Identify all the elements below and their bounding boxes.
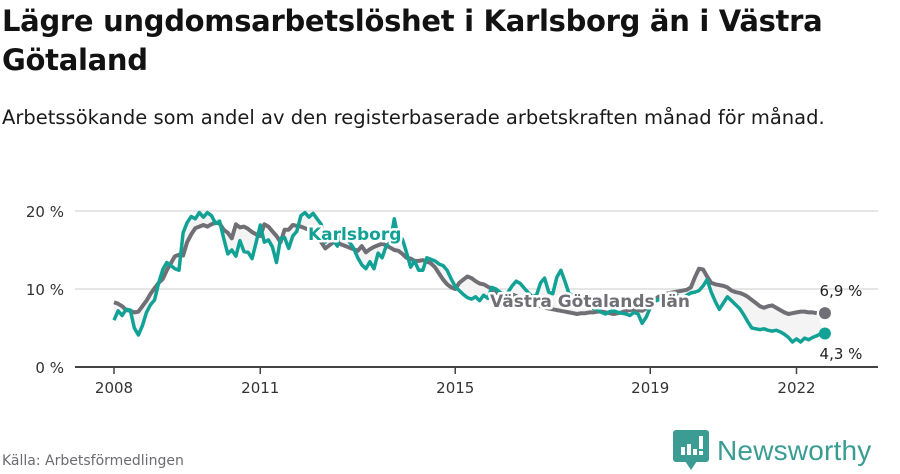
series-line-vastra-gotaland: [113, 220, 818, 316]
x-tick-label: 2022: [777, 379, 815, 397]
source-note: Källa: Arbetsförmedlingen: [2, 453, 184, 469]
x-tick-label: 2015: [436, 379, 474, 397]
x-tick-label: 2011: [241, 379, 279, 397]
x-tick-label: 2008: [95, 379, 133, 397]
x-axis-ticks: 2008 2011 2015 2019 2022: [95, 367, 816, 397]
end-value-vastra-gotaland: 6,9 %: [820, 282, 863, 300]
brand-name: Newsworthy: [717, 435, 872, 466]
label-karlsborg: Karlsborg: [308, 225, 401, 245]
y-axis-ticks: 0 % 10 % 20 %: [26, 203, 64, 377]
label-karlsborg-halo: Karlsborg: [308, 225, 401, 245]
series-line-karlsborg: [112, 210, 825, 344]
end-marker-karlsborg: [818, 327, 831, 340]
y-tick-label: 0 %: [35, 359, 64, 377]
newsworthy-logo[interactable]: Newsworthy: [673, 430, 871, 472]
y-tick-label: 10 %: [26, 281, 64, 299]
end-value-karlsborg: 4,3 %: [820, 345, 863, 363]
label-vastra-gotaland-halo: Västra Götalands län: [490, 292, 690, 312]
x-tick-label: 2019: [631, 379, 669, 397]
chart-subtitle: Arbetssökande som andel av den registerb…: [2, 106, 825, 129]
end-marker-vastra-gotaland: [818, 307, 831, 320]
end-markers: 6,9 % 4,3 %: [818, 282, 863, 363]
newsworthy-logo-icon: [673, 430, 709, 470]
y-tick-label: 20 %: [26, 203, 64, 221]
chart-title: Lägre ungdomsarbetslöshet i Karlsborg än…: [2, 4, 823, 77]
label-vastra-gotaland: Västra Götalands län: [490, 292, 690, 312]
